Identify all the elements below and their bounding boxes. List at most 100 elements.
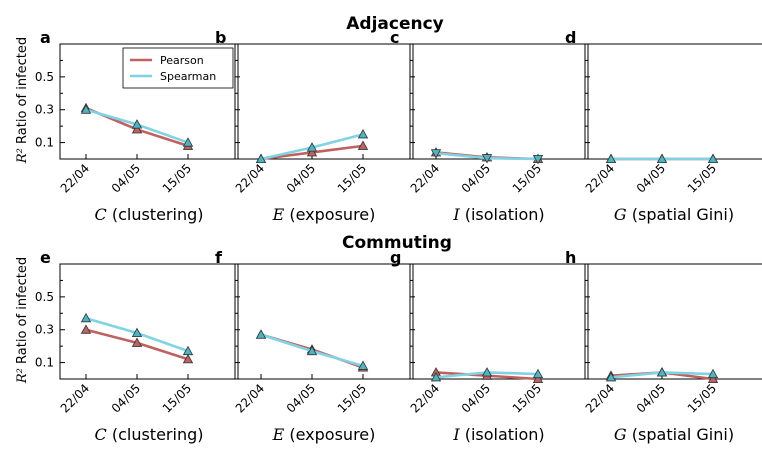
data-point-spearman — [707, 153, 719, 164]
data-point-spearman — [306, 345, 318, 356]
x-tick-label: 15/05 — [685, 381, 719, 415]
axes-frame — [409, 263, 589, 380]
data-point-spearman — [532, 154, 544, 165]
y-tick-label: 0.5 — [35, 70, 54, 84]
x-tick-label: 22/04 — [233, 161, 267, 195]
y-tick-label: 0.5 — [35, 290, 54, 304]
data-point-spearman — [80, 312, 92, 323]
title-commuting: Commuting — [342, 233, 452, 253]
y-axis-label: R² Ratio of infected — [15, 257, 30, 384]
data-point-spearman — [656, 153, 668, 164]
data-point-spearman — [481, 154, 493, 164]
data-point-spearman — [182, 345, 194, 356]
data-point-pearson — [182, 353, 194, 364]
x-tick-label: 04/05 — [284, 161, 318, 195]
x-tick-label: 22/04 — [408, 161, 442, 195]
data-point-spearman — [255, 153, 267, 164]
data-point-pearson — [357, 140, 369, 150]
data-point-spearman — [357, 360, 369, 370]
panel-letter: e — [40, 248, 51, 267]
axes-frame — [234, 43, 414, 160]
x-tick-label: 04/05 — [459, 161, 493, 195]
y-axis-label: R² Ratio of infected — [15, 37, 30, 164]
legend-box — [122, 47, 234, 89]
data-point-spearman — [357, 129, 369, 139]
y-tick-label: 0.3 — [35, 103, 54, 117]
data-point-pearson — [131, 124, 143, 134]
x-axis-label: E (exposure) — [272, 205, 376, 224]
x-tick-label: 04/05 — [634, 381, 668, 415]
panel-letter: b — [215, 28, 226, 47]
title-adjacency: Adjacency — [346, 14, 444, 34]
x-tick-label: 15/05 — [685, 161, 719, 195]
x-tick-label: 15/05 — [160, 161, 194, 195]
axes-frame — [584, 263, 762, 380]
data-point-spearman — [182, 137, 194, 147]
panel-e: 0.1 0.3 0.5 R² Ratio of infected 22/04 04/05 1… — [15, 248, 239, 444]
panel-h: 22/04 04/05 15/05 G (spatial Gini) h — [565, 248, 762, 444]
x-axis-label: C (clustering) — [95, 425, 204, 444]
data-point-spearman — [131, 327, 143, 338]
x-tick-label: 22/04 — [583, 161, 617, 195]
axes-frame — [59, 263, 239, 380]
data-point-spearman — [707, 368, 719, 379]
x-tick-label: 15/05 — [510, 381, 544, 415]
panel-a: 0.1 0.3 0.5 R² Ratio of infected 22/04 04/05 1… — [15, 28, 239, 224]
panel-b: 22/04 04/05 15/05 E (exposure) b — [215, 28, 414, 224]
data-point-pearson — [131, 337, 143, 347]
x-tick-label: 15/05 — [510, 161, 544, 195]
data-point-spearman — [532, 368, 544, 379]
x-tick-label: 04/05 — [284, 381, 318, 415]
legend-label-pearson: Pearson — [160, 54, 204, 67]
x-tick-label: 04/05 — [109, 161, 143, 195]
data-point-spearman — [131, 119, 143, 129]
y-tick-label: 0.3 — [35, 323, 54, 337]
legend-label-spearman: Spearman — [160, 70, 216, 83]
x-tick-label: 22/04 — [583, 381, 617, 415]
data-point-spearman — [656, 367, 668, 377]
x-tick-label: 15/05 — [335, 381, 369, 415]
data-point-spearman — [605, 372, 617, 382]
x-axis-label: I (isolation) — [452, 205, 544, 224]
x-tick-label: 04/05 — [459, 381, 493, 415]
data-point-spearman — [80, 104, 92, 114]
x-axis-label: G (spatial Gini) — [614, 425, 734, 444]
panel-letter: f — [215, 248, 223, 267]
panel-g: 22/04 04/05 15/05 I (isolation) g — [390, 248, 589, 444]
panel-letter: a — [40, 28, 51, 47]
x-tick-label: 04/05 — [634, 161, 668, 195]
panel-letter: h — [565, 248, 576, 267]
data-point-spearman — [306, 142, 318, 152]
y-tick-label: 0.1 — [35, 136, 54, 150]
data-point-spearman — [481, 367, 493, 377]
panel-f: 22/04 04/05 15/05 E (exposure) f — [215, 248, 414, 444]
x-tick-label: 15/05 — [160, 381, 194, 415]
x-tick-label: 22/04 — [58, 161, 92, 195]
x-axis-label: G (spatial Gini) — [614, 205, 734, 224]
data-point-spearman — [430, 372, 442, 382]
data-point-pearson — [532, 373, 544, 384]
axes-frame — [234, 263, 414, 380]
x-tick-label: 04/05 — [109, 381, 143, 415]
data-point-pearson — [306, 147, 318, 157]
axes-frame — [409, 43, 589, 160]
axes-frame — [59, 43, 239, 160]
x-axis-label: I (isolation) — [452, 425, 544, 444]
panel-letter: g — [390, 248, 401, 267]
x-axis-label: C (clustering) — [95, 205, 204, 224]
x-tick-label: 22/04 — [233, 381, 267, 415]
x-tick-label: 15/05 — [335, 161, 369, 195]
x-tick-label: 22/04 — [408, 381, 442, 415]
legend: Pearson Spearman — [122, 47, 234, 89]
panel-d: 22/04 04/05 15/05 G (spatial Gini) d — [565, 28, 762, 224]
axes-frame — [584, 43, 762, 160]
data-point-spearman — [605, 153, 617, 164]
panel-letter: d — [565, 28, 576, 47]
x-axis-label: E (exposure) — [272, 425, 376, 444]
data-point-pearson — [80, 324, 92, 334]
data-point-spearman — [430, 149, 442, 159]
panel-c: 22/04 04/05 15/05 I (isolation) c — [390, 28, 589, 224]
panel-letter: c — [390, 28, 399, 47]
x-tick-label: 22/04 — [58, 381, 92, 415]
